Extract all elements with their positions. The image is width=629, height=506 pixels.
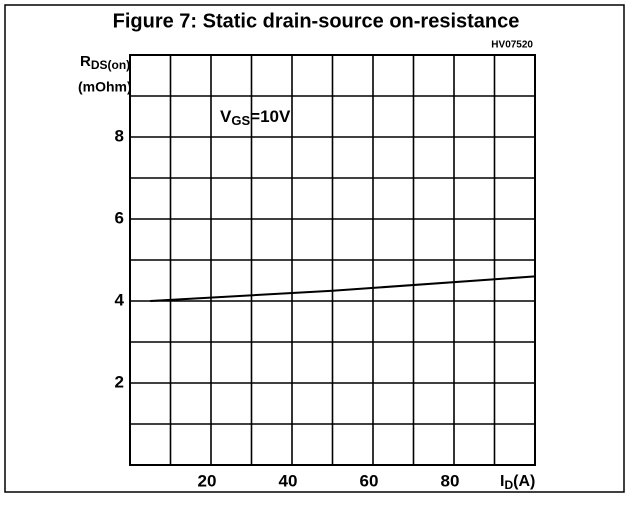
x-tick-label: 20: [198, 471, 217, 490]
x-tick-label: 40: [279, 471, 298, 490]
annotation: VGS=10V: [220, 107, 291, 128]
x-tick-label: 60: [360, 471, 379, 490]
y-tick-label: 4: [115, 290, 125, 309]
y-label-sub: DS(on): [91, 58, 130, 72]
annotation-main: V: [220, 107, 232, 126]
chart-title: Figure 7: Static drain-source on-resista…: [113, 10, 520, 32]
x-axis-label: ID(A): [500, 473, 535, 492]
x-label-sub: D: [504, 478, 513, 492]
y-axis-label: RDS(on): [80, 53, 130, 72]
y-label-main: R: [80, 53, 91, 70]
y-tick-label: 2: [115, 372, 124, 391]
x-tick-label: 80: [441, 471, 460, 490]
y-axis-unit: (mOhm): [78, 79, 132, 95]
plot-border: [129, 54, 536, 466]
data-line: [150, 275, 536, 302]
frame: [4, 4, 625, 493]
x-label-suffix: (A): [513, 473, 535, 490]
figure-code: HV07520: [491, 40, 533, 51]
annotation-suffix: =10V: [250, 107, 291, 126]
y-tick-label: 6: [115, 208, 124, 227]
x-label-main: I: [500, 473, 504, 490]
y-tick-label: 8: [115, 126, 124, 145]
annotation-sub: GS: [231, 113, 250, 128]
